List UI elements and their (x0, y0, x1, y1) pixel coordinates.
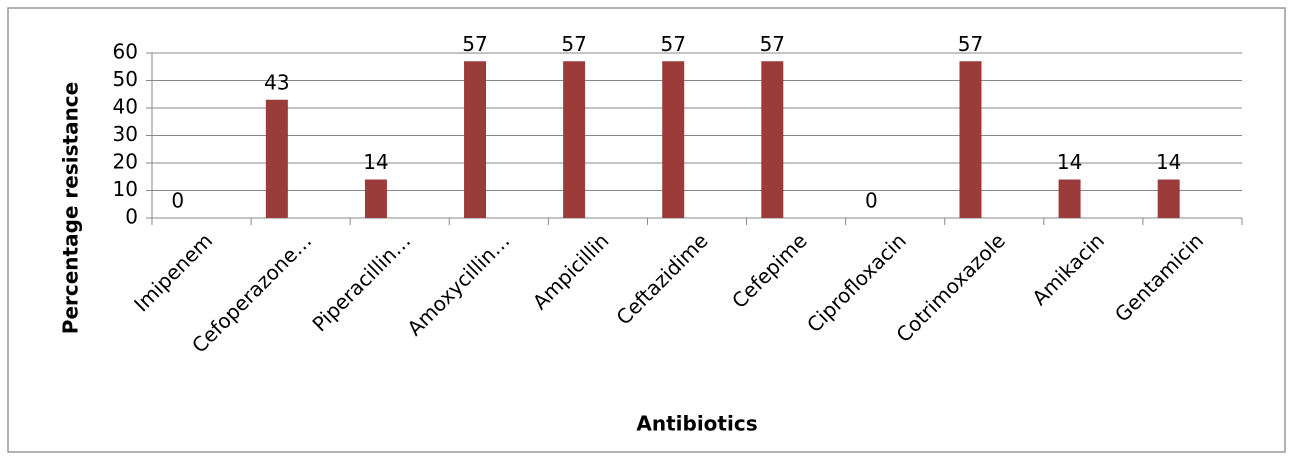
y-axis-label: Percentage resistance (59, 82, 83, 334)
bar (464, 61, 487, 218)
data-label: 43 (264, 70, 289, 94)
bar (959, 61, 982, 218)
data-label: 57 (660, 32, 685, 56)
y-tick-label: 50 (113, 67, 138, 91)
data-label: 0 (171, 189, 184, 213)
data-label: 14 (1057, 150, 1082, 174)
bar (761, 61, 784, 218)
data-label: 14 (1156, 150, 1181, 174)
chart-frame (7, 7, 1286, 453)
bar (265, 99, 288, 218)
x-axis-label: Antibiotics (636, 412, 757, 436)
y-tick-label: 0 (125, 205, 138, 229)
y-tick-label: 40 (113, 95, 138, 119)
bar (563, 61, 586, 218)
data-label: 57 (958, 32, 983, 56)
data-label: 14 (363, 150, 388, 174)
bar (364, 179, 387, 218)
data-label: 0 (865, 189, 878, 213)
data-label: 57 (462, 32, 487, 56)
bar (1157, 179, 1180, 218)
data-label: 57 (760, 32, 785, 56)
y-tick-label: 60 (113, 40, 138, 64)
data-label: 57 (561, 32, 586, 56)
bar (662, 61, 685, 218)
y-tick-label: 20 (113, 150, 138, 174)
bar (1058, 179, 1081, 218)
y-tick-label: 10 (113, 177, 138, 201)
y-tick-label: 30 (113, 122, 138, 146)
